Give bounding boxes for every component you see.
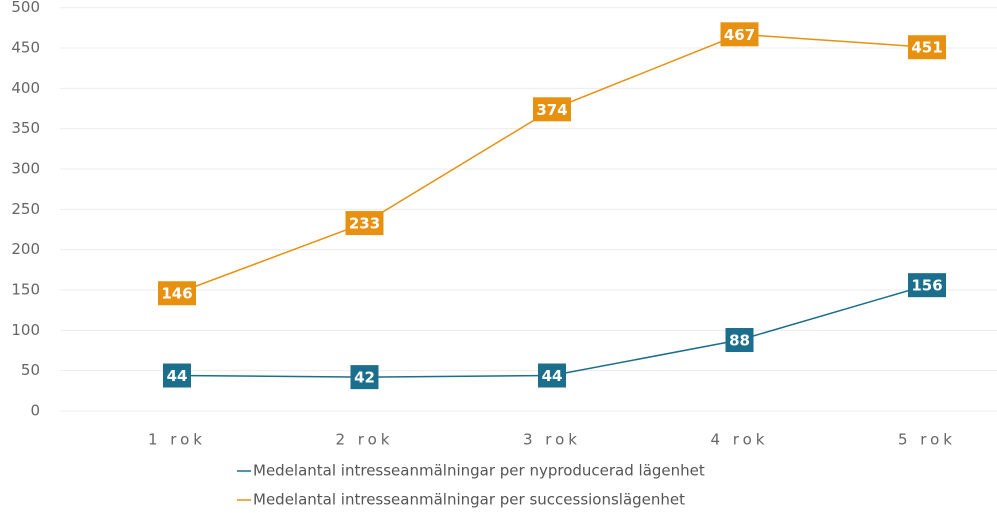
value-box (908, 35, 946, 60)
y-tick-label: 450 (11, 39, 40, 57)
value-box (158, 281, 196, 306)
value-box (720, 22, 759, 47)
legend-label: Medelantal intresseanmälningar per succe… (253, 491, 685, 509)
value-box (725, 328, 754, 353)
x-tick-label: 3 rok (523, 431, 581, 449)
value-label: 233 (349, 215, 380, 233)
y-tick-label: 200 (11, 240, 40, 258)
value-label: 88 (729, 332, 750, 350)
y-tick-label: 100 (11, 321, 40, 339)
value-box (538, 363, 566, 388)
x-tick-label: 4 rok (710, 431, 768, 449)
x-tick-label: 5 rok (898, 431, 956, 449)
value-label: 44 (167, 367, 188, 385)
value-label: 42 (354, 369, 375, 387)
y-tick-label: 300 (11, 160, 40, 178)
value-label: 156 (911, 277, 942, 295)
value-box (533, 97, 571, 122)
y-tick-label: 50 (21, 361, 40, 379)
series-line (176, 33, 928, 294)
series-line (176, 284, 928, 378)
value-label: 467 (724, 26, 755, 44)
x-tick-label: 2 rok (335, 431, 393, 449)
value-box (345, 211, 384, 236)
y-tick-label: 350 (11, 119, 40, 137)
y-tick-label: 150 (11, 281, 40, 299)
value-box (163, 363, 191, 388)
value-box (908, 273, 946, 298)
x-tick-label: 1 rok (148, 431, 206, 449)
value-label: 451 (911, 39, 942, 57)
legend-label: Medelantal intresseanmälningar per nypro… (253, 462, 705, 480)
value-label: 44 (542, 367, 563, 385)
y-tick-label: 400 (11, 79, 40, 97)
value-label: 146 (161, 285, 192, 303)
y-tick-label: 250 (11, 200, 40, 218)
y-tick-label: 0 (30, 402, 40, 420)
y-tick-label: 500 (11, 0, 40, 16)
value-label: 374 (536, 101, 567, 119)
value-box (350, 365, 379, 390)
